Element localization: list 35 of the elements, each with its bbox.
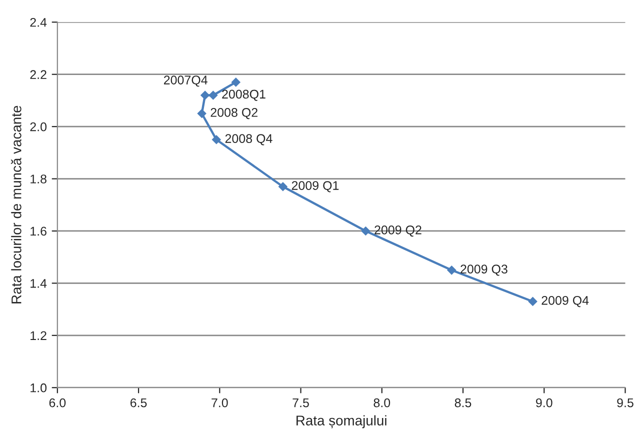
annotation: 2008 Q4 [225,134,272,146]
x-tick-label: 8.0 [374,398,390,408]
y-tick-label: 1.0 [30,383,47,392]
x-tick-label: 9.0 [536,398,552,408]
annotation: 2008 Q2 [210,108,258,120]
annotation: 2009 Q4 [542,296,589,308]
x-tick-label: 8.5 [454,398,472,408]
annotation: 2009 Q2 [374,225,422,237]
y-tick-label: 2.4 [30,18,47,27]
x-tick-label: 7.0 [212,398,228,408]
point [447,266,456,275]
annotation: 2008Q1 [222,90,266,101]
point [231,78,240,87]
annotation: 2009 Q3 [460,264,508,276]
y-tick-label: 2.2 [30,70,46,79]
annotation: 2009 Q1 [292,181,339,192]
x-tick-label: 6.5 [130,398,147,408]
y-tick-label: 2.0 [30,122,47,132]
point [361,226,370,236]
y-tick-label: 1.6 [30,226,46,236]
point [208,90,218,100]
y-tick-label: 1.4 [30,279,47,288]
y-tick-label: 1.8 [30,174,46,184]
y-axis-title: Rata locurilor de muncă vacante [10,106,22,304]
x-tick-label: 9.5 [617,398,634,408]
annotation: 2007Q4 [164,76,208,87]
x-tick-label: 6.0 [49,398,66,408]
x-tick-label: 7.5 [292,398,309,408]
point [197,109,206,118]
x-axis-title: Rata șomajului [296,415,386,428]
point [278,182,288,192]
point [212,135,221,144]
point [200,90,210,100]
y-tick-label: 1.2 [30,331,46,340]
point [528,297,538,306]
